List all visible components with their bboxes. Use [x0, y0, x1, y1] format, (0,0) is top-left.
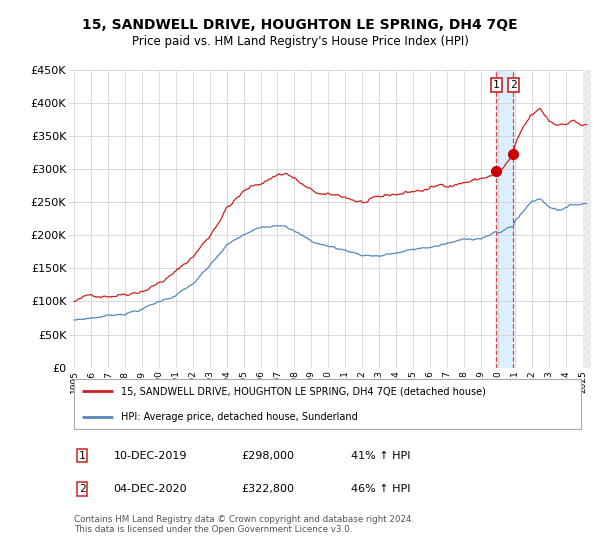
Text: 15, SANDWELL DRIVE, HOUGHTON LE SPRING, DH4 7QE (detached house): 15, SANDWELL DRIVE, HOUGHTON LE SPRING, …: [121, 386, 486, 396]
Text: Contains HM Land Registry data © Crown copyright and database right 2024.
This d: Contains HM Land Registry data © Crown c…: [74, 515, 415, 534]
Text: 1: 1: [493, 80, 500, 90]
Bar: [583, 70, 600, 367]
Text: 2: 2: [510, 80, 517, 90]
Text: Price paid vs. HM Land Registry's House Price Index (HPI): Price paid vs. HM Land Registry's House …: [131, 35, 469, 49]
Text: HPI: Average price, detached house, Sunderland: HPI: Average price, detached house, Sund…: [121, 412, 358, 422]
Text: £298,000: £298,000: [241, 451, 294, 461]
Bar: [583, 70, 600, 367]
Text: 15, SANDWELL DRIVE, HOUGHTON LE SPRING, DH4 7QE: 15, SANDWELL DRIVE, HOUGHTON LE SPRING, …: [82, 18, 518, 32]
Text: 04-DEC-2020: 04-DEC-2020: [113, 484, 187, 494]
Text: 1: 1: [79, 451, 85, 461]
FancyBboxPatch shape: [74, 379, 581, 430]
Text: 41% ↑ HPI: 41% ↑ HPI: [351, 451, 410, 461]
Text: 10-DEC-2019: 10-DEC-2019: [113, 451, 187, 461]
Text: 2: 2: [79, 484, 85, 494]
Text: 46% ↑ HPI: 46% ↑ HPI: [351, 484, 410, 494]
Bar: [496, 70, 514, 367]
Text: £322,800: £322,800: [241, 484, 294, 494]
